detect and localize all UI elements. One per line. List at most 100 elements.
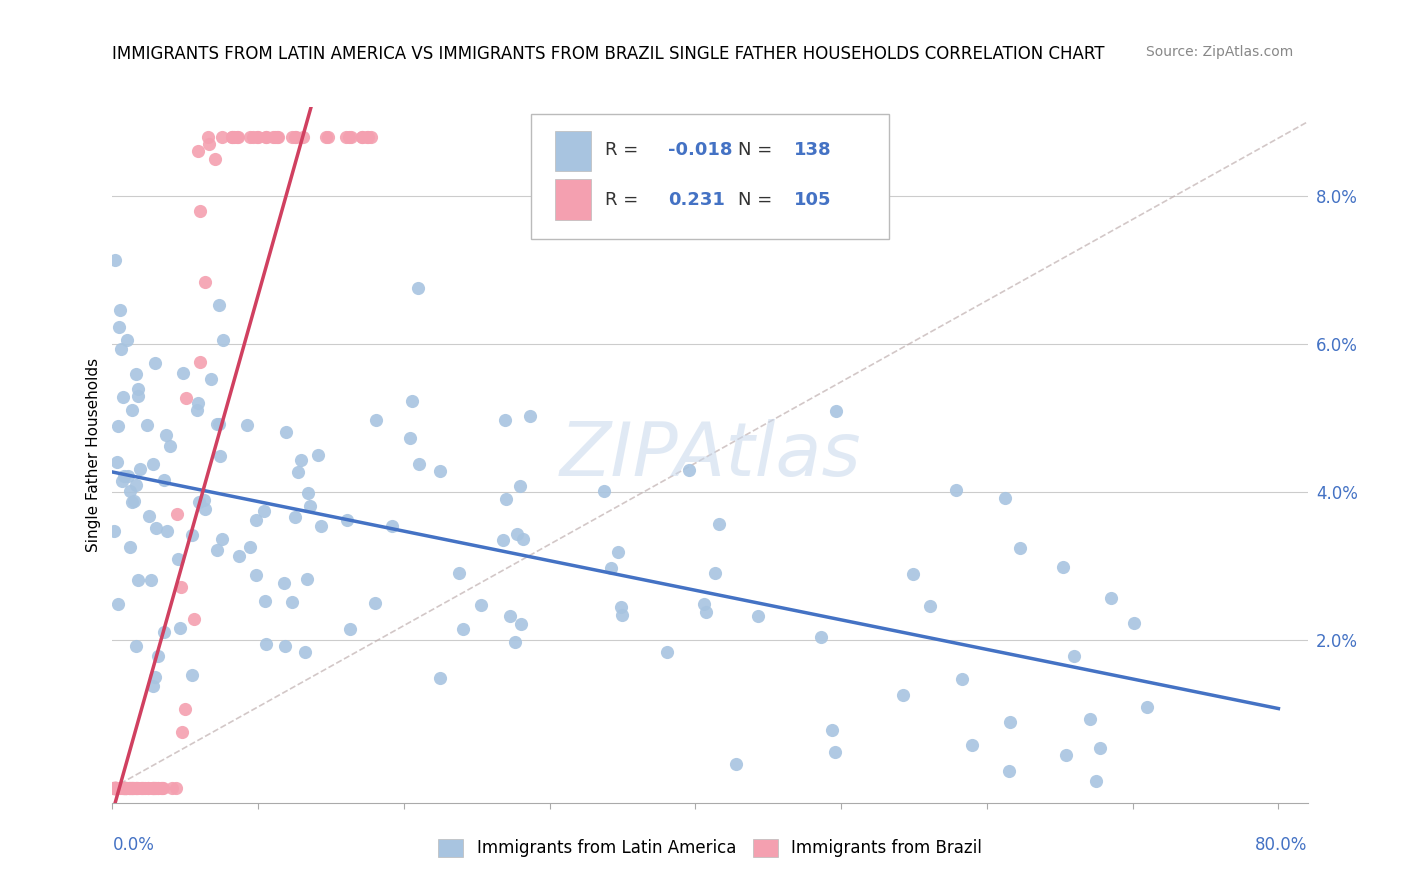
Point bbox=[495, 491, 517, 506]
Point bbox=[309, 519, 332, 533]
Point bbox=[703, 566, 725, 580]
Point bbox=[429, 464, 451, 478]
Point bbox=[117, 780, 139, 795]
Point bbox=[143, 670, 166, 684]
Point bbox=[606, 545, 628, 559]
Point bbox=[186, 402, 208, 417]
Point bbox=[610, 600, 633, 615]
Point bbox=[205, 417, 228, 431]
Point bbox=[593, 483, 616, 498]
Point bbox=[183, 612, 205, 626]
Point bbox=[125, 478, 148, 492]
Point bbox=[103, 780, 125, 795]
Point bbox=[994, 491, 1017, 505]
Point bbox=[146, 780, 169, 795]
Point bbox=[124, 493, 146, 508]
Point bbox=[226, 129, 249, 144]
Text: ZIPAtlas: ZIPAtlas bbox=[560, 419, 860, 491]
Point bbox=[153, 473, 176, 487]
Point bbox=[360, 129, 382, 144]
Point bbox=[1084, 773, 1107, 788]
Point bbox=[610, 607, 633, 622]
Point bbox=[115, 780, 138, 795]
FancyBboxPatch shape bbox=[554, 179, 591, 219]
Point bbox=[294, 644, 316, 658]
Point bbox=[1008, 541, 1031, 555]
Point bbox=[110, 302, 132, 317]
Point bbox=[142, 780, 165, 795]
Point bbox=[266, 129, 288, 144]
Point bbox=[104, 780, 127, 795]
Point bbox=[810, 631, 832, 645]
Point bbox=[104, 780, 127, 795]
Point bbox=[1052, 560, 1074, 574]
Point bbox=[453, 623, 475, 637]
Point bbox=[104, 780, 127, 795]
Point bbox=[208, 417, 231, 432]
Point bbox=[291, 129, 314, 144]
Text: Source: ZipAtlas.com: Source: ZipAtlas.com bbox=[1146, 45, 1294, 59]
Point bbox=[200, 372, 222, 386]
Point bbox=[401, 393, 423, 408]
Point bbox=[194, 502, 217, 516]
Point bbox=[208, 449, 231, 463]
Point bbox=[499, 608, 522, 623]
Point bbox=[339, 622, 361, 636]
Point bbox=[197, 137, 219, 152]
Point bbox=[172, 366, 194, 380]
Point bbox=[101, 780, 124, 795]
Point bbox=[107, 419, 129, 434]
Point bbox=[211, 129, 233, 144]
Point bbox=[141, 780, 163, 795]
Point bbox=[242, 129, 264, 144]
Point bbox=[350, 129, 373, 144]
Point bbox=[357, 129, 380, 144]
Point bbox=[336, 513, 359, 527]
Point bbox=[254, 637, 277, 651]
Point bbox=[290, 453, 312, 467]
Point bbox=[148, 648, 170, 663]
Point bbox=[193, 493, 215, 508]
Point bbox=[181, 667, 204, 681]
Point bbox=[187, 396, 209, 410]
Point bbox=[110, 475, 132, 489]
Point bbox=[512, 533, 534, 547]
Point bbox=[174, 391, 197, 405]
Point bbox=[600, 560, 623, 574]
Point bbox=[1122, 616, 1144, 631]
Point bbox=[103, 524, 125, 538]
Point bbox=[891, 688, 914, 702]
Text: IMMIGRANTS FROM LATIN AMERICA VS IMMIGRANTS FROM BRAZIL SINGLE FATHER HOUSEHOLDS: IMMIGRANTS FROM LATIN AMERICA VS IMMIGRA… bbox=[112, 45, 1105, 62]
Text: 0.231: 0.231 bbox=[668, 191, 725, 209]
Text: 138: 138 bbox=[793, 141, 831, 159]
Point bbox=[174, 702, 197, 716]
Point bbox=[143, 780, 166, 795]
Point bbox=[449, 566, 471, 581]
Point bbox=[181, 527, 204, 541]
FancyBboxPatch shape bbox=[531, 114, 890, 239]
Point bbox=[160, 780, 183, 795]
Point bbox=[253, 593, 276, 607]
Point bbox=[364, 413, 387, 427]
Point bbox=[114, 780, 136, 795]
Point bbox=[228, 549, 250, 564]
Point bbox=[159, 439, 181, 453]
Point bbox=[1054, 748, 1077, 763]
Legend: Immigrants from Latin America, Immigrants from Brazil: Immigrants from Latin America, Immigrant… bbox=[432, 832, 988, 864]
Point bbox=[139, 573, 162, 587]
Point bbox=[225, 129, 247, 144]
Point bbox=[707, 517, 730, 532]
Point bbox=[1088, 740, 1111, 755]
Point bbox=[901, 566, 924, 581]
Text: N =: N = bbox=[738, 141, 778, 159]
Point bbox=[197, 129, 219, 144]
Point bbox=[408, 457, 430, 471]
Point bbox=[316, 129, 339, 144]
Point bbox=[824, 745, 846, 759]
Point bbox=[142, 780, 165, 795]
Point bbox=[204, 152, 226, 166]
Point bbox=[104, 780, 127, 795]
Point bbox=[264, 129, 287, 144]
Point bbox=[211, 333, 233, 347]
Point bbox=[105, 780, 128, 795]
